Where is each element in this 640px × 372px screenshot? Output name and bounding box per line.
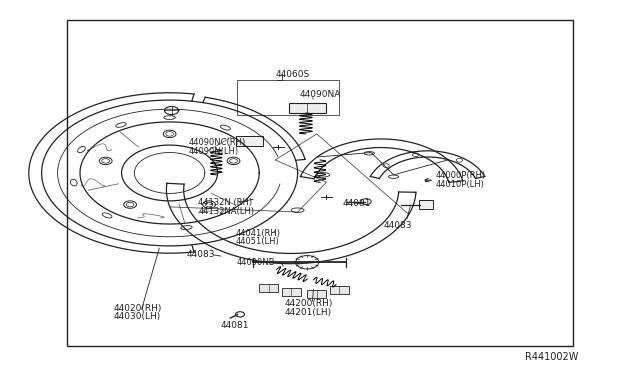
FancyBboxPatch shape bbox=[236, 136, 263, 146]
Text: R441002W: R441002W bbox=[525, 352, 578, 362]
FancyBboxPatch shape bbox=[259, 284, 278, 292]
Text: 44090NC(RH): 44090NC(RH) bbox=[189, 138, 246, 147]
Bar bbox=[419, 200, 433, 209]
Text: 44051(LH): 44051(LH) bbox=[236, 237, 279, 246]
FancyBboxPatch shape bbox=[307, 290, 326, 298]
Text: 44020(RH): 44020(RH) bbox=[114, 304, 163, 312]
Text: 44132NA(LH): 44132NA(LH) bbox=[198, 207, 255, 216]
Text: 44090N(LH): 44090N(LH) bbox=[189, 147, 239, 155]
Bar bbox=[237, 80, 339, 115]
Text: 44000P(RH): 44000P(RH) bbox=[435, 171, 485, 180]
Text: 44010P(LH): 44010P(LH) bbox=[435, 180, 484, 189]
Bar bbox=[289, 103, 326, 113]
Text: 44083: 44083 bbox=[384, 221, 413, 230]
Text: 44201(LH): 44201(LH) bbox=[285, 308, 332, 317]
Text: 44081: 44081 bbox=[221, 321, 250, 330]
FancyBboxPatch shape bbox=[330, 286, 349, 294]
Bar bbox=[67, 20, 573, 346]
Text: 44090NA: 44090NA bbox=[300, 90, 341, 99]
Text: 44081: 44081 bbox=[342, 199, 371, 208]
Text: 44030(LH): 44030(LH) bbox=[114, 312, 161, 321]
Text: 44090NB: 44090NB bbox=[237, 258, 275, 267]
Text: 44132N (RH): 44132N (RH) bbox=[198, 198, 253, 207]
Text: 44200(RH): 44200(RH) bbox=[285, 299, 333, 308]
FancyBboxPatch shape bbox=[282, 288, 301, 296]
Text: 44060S: 44060S bbox=[275, 70, 310, 79]
Text: 44041(RH): 44041(RH) bbox=[236, 229, 280, 238]
Text: 44083: 44083 bbox=[186, 250, 215, 259]
